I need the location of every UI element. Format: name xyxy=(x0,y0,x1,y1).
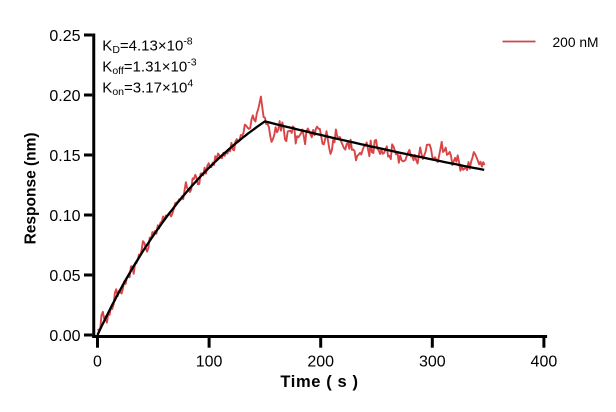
svg-text:0.25: 0.25 xyxy=(49,28,80,45)
svg-text:400: 400 xyxy=(531,354,558,371)
svg-text:0: 0 xyxy=(93,354,102,371)
svg-text:0.20: 0.20 xyxy=(49,88,80,105)
svg-text:200 nM: 200 nM xyxy=(553,35,599,50)
svg-text:Time ( s ): Time ( s ) xyxy=(280,373,358,391)
svg-text:Response (nm): Response (nm) xyxy=(23,132,40,244)
svg-text:200: 200 xyxy=(307,354,334,371)
svg-text:Koff=1.31×10-3: Koff=1.31×10-3 xyxy=(102,57,196,78)
svg-text:KD=4.13×10-8: KD=4.13×10-8 xyxy=(102,36,193,57)
svg-text:100: 100 xyxy=(196,354,223,371)
svg-text:0.05: 0.05 xyxy=(49,268,80,285)
svg-text:0.10: 0.10 xyxy=(49,208,80,225)
svg-text:300: 300 xyxy=(419,354,446,371)
svg-text:0.15: 0.15 xyxy=(49,148,80,165)
svg-text:0.00: 0.00 xyxy=(49,328,80,345)
svg-text:Kon=3.17×104: Kon=3.17×104 xyxy=(102,78,193,99)
